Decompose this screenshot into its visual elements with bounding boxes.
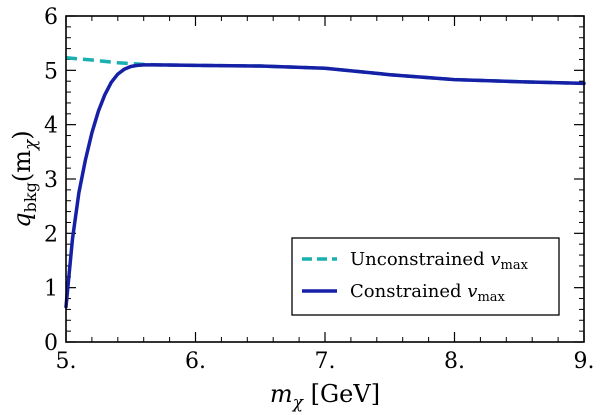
y-tick-label: 5 (44, 59, 58, 84)
y-tick-label: 4 (44, 114, 58, 139)
x-axis-title: mχ [GeV] (270, 380, 380, 413)
series-layer (64, 56, 586, 309)
y-tick-label: 0 (44, 331, 58, 356)
legend-label-unconstrained: Unconstrained vmax (350, 249, 529, 273)
y-tick-label: 1 (44, 277, 58, 302)
y-tick-label: 3 (44, 168, 58, 193)
x-tick-label: 5. (56, 349, 77, 374)
x-tick-label: 7. (315, 349, 336, 374)
legend-label-constrained: Constrained vmax (350, 281, 506, 305)
legend-box (291, 237, 560, 316)
y-tick-label: 2 (44, 222, 58, 247)
x-tick-label: 9. (574, 349, 595, 374)
legend: Unconstrained vmax Constrained vmax (291, 237, 560, 316)
y-axis-title: qbkg(mχ) (8, 130, 41, 227)
x-tick-label: 8. (444, 349, 465, 374)
y-tick-label: 6 (44, 5, 58, 30)
x-tick-label: 6. (185, 349, 206, 374)
plot-frame (65, 15, 585, 343)
series-line-constrained (64, 63, 586, 309)
tick-label-layer: 5. 6. 7. 8. 9. 0 1 2 3 4 5 6 (44, 5, 595, 374)
